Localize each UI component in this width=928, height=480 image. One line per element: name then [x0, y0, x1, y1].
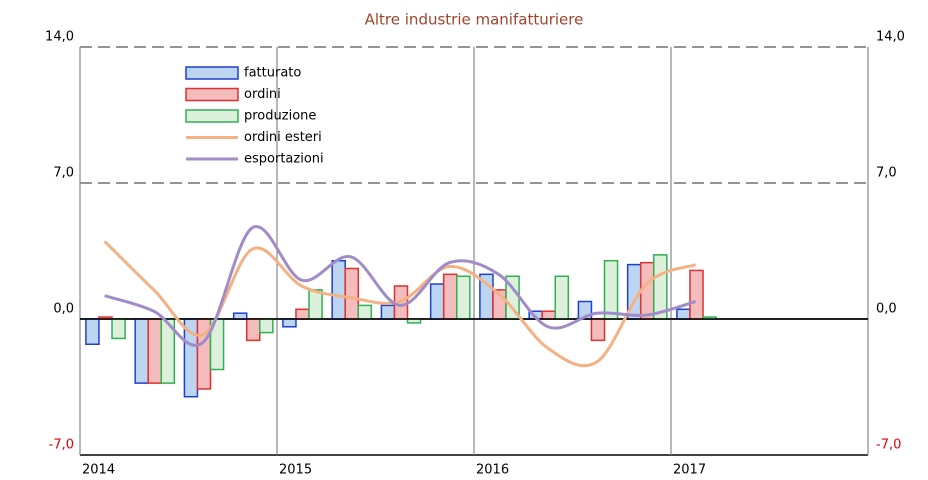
chart-title: Altre industrie manifatturiere — [365, 11, 584, 29]
bar — [245, 318, 261, 342]
bar — [442, 273, 458, 320]
bar — [429, 283, 445, 320]
legend-label: ordini esteri — [244, 130, 322, 145]
y-tick-label: 7,0 — [53, 166, 74, 181]
y-tick-label: 14,0 — [45, 30, 74, 45]
bar — [380, 304, 396, 320]
x-tick-label: 2017 — [673, 463, 706, 478]
line — [104, 225, 697, 347]
bar — [456, 275, 471, 320]
x-tick-label: 2016 — [476, 463, 509, 478]
bar — [603, 259, 619, 320]
y2-tick-label: 14,0 — [876, 30, 905, 45]
bar — [331, 259, 346, 320]
bar — [259, 318, 274, 334]
bar — [676, 308, 691, 320]
bar — [85, 318, 100, 346]
bar — [232, 312, 248, 320]
bar — [308, 289, 323, 320]
y2-tick-label: -7,0 — [876, 438, 901, 453]
x-tick-label: 2014 — [82, 463, 115, 478]
bar — [689, 269, 704, 320]
legend-label: ordini — [244, 87, 281, 102]
bar — [134, 318, 149, 384]
y2-tick-label: 0,0 — [876, 302, 897, 317]
bar — [282, 318, 297, 328]
bar — [344, 267, 360, 320]
bar — [147, 318, 163, 384]
legend-swatch — [185, 109, 239, 123]
legend-label: esportazioni — [244, 152, 324, 167]
y-tick-label: 0,0 — [53, 302, 74, 317]
bar — [111, 318, 126, 340]
x-tick-label: 2015 — [279, 463, 312, 478]
bar — [590, 318, 606, 342]
legend-label: fatturato — [244, 66, 301, 81]
bar — [541, 310, 557, 320]
y-tick-label: -7,0 — [49, 438, 74, 453]
bar — [357, 304, 373, 320]
legend-swatch — [185, 66, 239, 80]
y2-tick-label: 7,0 — [876, 166, 897, 181]
bar — [554, 275, 570, 320]
bar — [653, 254, 668, 320]
line — [103, 240, 697, 368]
bar — [295, 308, 310, 320]
legend-swatch — [185, 87, 239, 102]
legend-label: produzione — [244, 109, 316, 124]
